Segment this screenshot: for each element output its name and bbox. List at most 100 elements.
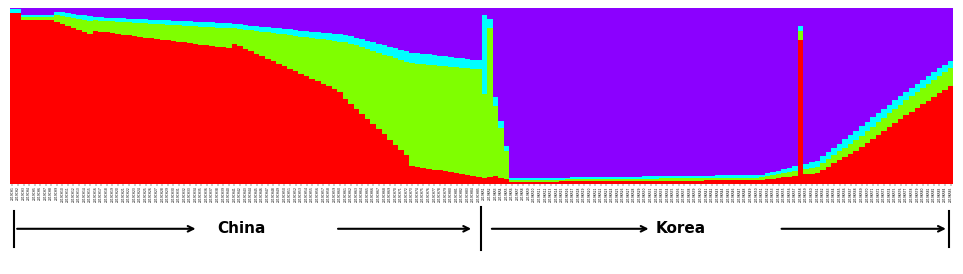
Bar [409, 166, 415, 184]
Bar [48, 21, 54, 184]
Bar [898, 119, 903, 184]
Bar [243, 49, 248, 184]
Bar [548, 178, 554, 180]
Bar [742, 175, 748, 178]
Bar [731, 8, 737, 175]
Bar [104, 21, 110, 33]
Bar [532, 178, 537, 180]
Bar [614, 181, 620, 184]
Bar [537, 8, 542, 178]
Bar [570, 8, 576, 178]
Bar [343, 35, 349, 42]
Bar [243, 25, 248, 30]
Bar [731, 178, 737, 180]
Bar [76, 8, 82, 15]
Bar [875, 135, 881, 184]
Bar [931, 8, 937, 72]
Bar [265, 8, 271, 27]
Bar [560, 181, 564, 184]
Bar [454, 58, 459, 67]
Bar [915, 84, 920, 92]
Bar [865, 122, 871, 131]
Bar [931, 97, 937, 184]
Bar [154, 20, 160, 24]
Bar [65, 26, 70, 184]
Bar [654, 179, 659, 181]
Bar [793, 176, 798, 184]
Bar [825, 167, 831, 184]
Bar [376, 129, 381, 184]
Bar [614, 177, 620, 179]
Bar [421, 64, 426, 168]
Bar [276, 34, 281, 64]
Bar [931, 72, 937, 80]
Bar [48, 17, 54, 21]
Bar [626, 8, 632, 177]
Bar [903, 115, 909, 184]
Bar [548, 182, 554, 184]
Bar [865, 143, 871, 184]
Bar [437, 65, 443, 170]
Bar [92, 8, 98, 17]
Bar [143, 19, 148, 24]
Bar [676, 8, 682, 176]
Bar [715, 180, 720, 184]
Bar [654, 181, 659, 184]
Bar [315, 8, 321, 32]
Bar [426, 55, 431, 65]
Bar [54, 8, 60, 12]
Bar [160, 8, 165, 20]
Bar [448, 172, 454, 184]
Bar [409, 63, 415, 166]
Bar [138, 8, 143, 19]
Bar [770, 179, 776, 184]
Bar [26, 8, 32, 15]
Bar [343, 42, 349, 99]
Bar [403, 52, 409, 62]
Bar [515, 182, 520, 184]
Bar [381, 55, 387, 135]
Bar [132, 36, 138, 184]
Bar [937, 68, 942, 76]
Bar [920, 80, 925, 88]
Bar [520, 182, 526, 184]
Bar [321, 33, 326, 39]
Bar [243, 8, 248, 25]
Bar [632, 8, 637, 177]
Bar [376, 8, 381, 44]
Bar [32, 21, 38, 184]
Bar [331, 8, 337, 34]
Bar [387, 8, 393, 47]
Bar [770, 175, 776, 179]
Bar [515, 8, 520, 178]
Bar [509, 180, 515, 182]
Bar [542, 180, 548, 182]
Bar [215, 27, 221, 47]
Bar [371, 8, 376, 42]
Bar [243, 30, 248, 49]
Bar [248, 8, 254, 25]
Bar [847, 154, 853, 184]
Bar [326, 86, 331, 184]
Bar [920, 104, 925, 184]
Bar [176, 42, 182, 184]
Bar [38, 8, 43, 15]
Bar [815, 8, 820, 161]
Bar [737, 180, 742, 184]
Bar [182, 42, 187, 184]
Bar [793, 166, 798, 171]
Bar [116, 22, 120, 34]
Bar [515, 180, 520, 182]
Bar [337, 41, 343, 92]
Bar [304, 37, 309, 76]
Bar [493, 97, 498, 106]
Bar [276, 8, 281, 28]
Bar [254, 8, 259, 26]
Bar [170, 25, 176, 41]
Bar [759, 175, 765, 178]
Bar [421, 168, 426, 184]
Bar [587, 181, 592, 184]
Bar [787, 8, 793, 168]
Bar [271, 61, 276, 184]
Bar [871, 118, 875, 127]
